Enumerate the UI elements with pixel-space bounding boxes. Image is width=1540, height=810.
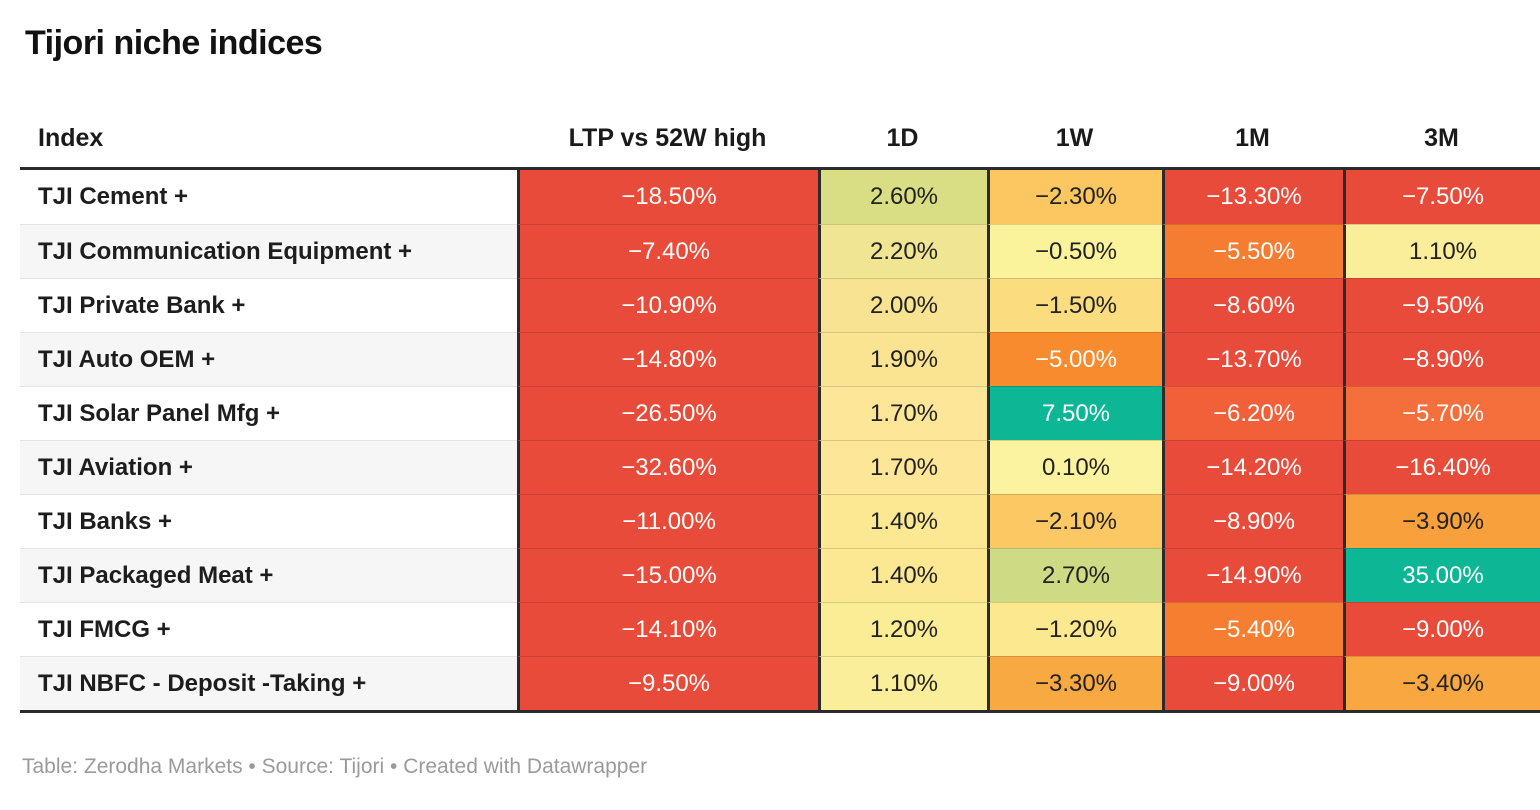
index-name: TJI Solar Panel Mfg + [20,386,517,440]
value-cell: −5.50% [1162,224,1343,278]
value-cell: −9.50% [517,656,818,710]
value-cell: −8.60% [1162,278,1343,332]
value-cell: −18.50% [517,170,818,224]
index-name: TJI Communication Equipment + [20,224,517,278]
index-name: TJI Packaged Meat + [20,548,517,602]
value-cell: −2.10% [987,494,1162,548]
value-cell: 1.40% [818,548,987,602]
value-cell: −5.70% [1343,386,1540,440]
index-name: TJI Aviation + [20,440,517,494]
table-row: TJI Aviation + −32.60% 1.70% 0.10% −14.20% −1… [20,440,1540,494]
value-cell: −3.30% [987,656,1162,710]
value-cell: −16.40% [1343,440,1540,494]
value-cell: 2.20% [818,224,987,278]
attribution-line: Table: Zerodha Markets • Source: Tijori … [22,755,648,778]
value-cell: −1.50% [987,278,1162,332]
value-cell: −3.40% [1343,656,1540,710]
value-cell: −14.80% [517,332,818,386]
value-cell: −26.50% [517,386,818,440]
value-cell: 1.10% [818,656,987,710]
value-cell: −0.50% [987,224,1162,278]
value-cell: −10.90% [517,278,818,332]
value-cell: −7.40% [517,224,818,278]
page-title: Tijori niche indices [25,24,323,62]
table-row: TJI Packaged Meat + −15.00% 1.40% 2.70% −14.… [20,548,1540,602]
value-cell: −14.20% [1162,440,1343,494]
value-cell: 1.20% [818,602,987,656]
column-header-ltp-vs-52w-high: LTP vs 52W high [568,123,767,152]
value-cell: −6.20% [1162,386,1343,440]
value-cell: −8.90% [1162,494,1343,548]
column-header-3m: 3M [1424,123,1459,152]
column-header-1d: 1D [886,123,919,152]
value-cell: −8.90% [1343,332,1540,386]
index-name: TJI FMCG + [20,602,517,656]
index-name: TJI Cement + [20,170,517,224]
value-cell: −9.50% [1343,278,1540,332]
table-row: TJI Banks + −11.00% 1.40% −2.10% −8.90% −3.90… [20,494,1540,548]
value-cell: −7.50% [1343,170,1540,224]
index-name: TJI NBFC - Deposit -Taking + [20,656,517,710]
value-cell: −2.30% [987,170,1162,224]
table-header-row: Index LTP vs 52W high 1D 1W 1M 3M [20,109,1540,167]
index-name: TJI Banks + [20,494,517,548]
value-cell: −5.00% [987,332,1162,386]
value-cell: −1.20% [987,602,1162,656]
value-cell: −9.00% [1343,602,1540,656]
value-cell: −5.40% [1162,602,1343,656]
column-header-1w: 1W [1055,123,1094,152]
value-cell: −13.70% [1162,332,1343,386]
index-name: TJI Private Bank + [20,278,517,332]
table-body: TJI Cement + −18.50% 2.60% −2.30% −13.30% −7.… [20,167,1540,713]
table-row: TJI Solar Panel Mfg + −26.50% 1.70% 7.50% −6… [20,386,1540,440]
value-cell: −15.00% [517,548,818,602]
index-name: TJI Auto OEM + [20,332,517,386]
value-cell: 1.10% [1343,224,1540,278]
value-cell: 2.00% [818,278,987,332]
table-row: TJI Communication Equipment + −7.40% 2.20%… [20,224,1540,278]
table-row: TJI NBFC - Deposit -Taking + −9.50% 1.10% −… [20,656,1540,710]
value-cell: −14.10% [517,602,818,656]
indices-table: Index LTP vs 52W high 1D 1W 1M 3M TJI Ce… [20,109,1540,713]
table-row: TJI Private Bank + −10.90% 2.00% −1.50% −8.6… [20,278,1540,332]
column-header-1m: 1M [1235,123,1270,152]
value-cell: −3.90% [1343,494,1540,548]
value-cell: 0.10% [987,440,1162,494]
value-cell: −13.30% [1162,170,1343,224]
value-cell: 2.60% [818,170,987,224]
value-cell: 1.40% [818,494,987,548]
value-cell: 1.70% [818,386,987,440]
table-row: TJI Cement + −18.50% 2.60% −2.30% −13.30% −7.… [20,170,1540,224]
table-row: TJI Auto OEM + −14.80% 1.90% −5.00% −13.70% −… [20,332,1540,386]
value-cell: −32.60% [517,440,818,494]
value-cell: 7.50% [987,386,1162,440]
value-cell: −14.90% [1162,548,1343,602]
column-header-index: Index [38,123,104,152]
value-cell: 35.00% [1343,548,1540,602]
table-row: TJI FMCG + −14.10% 1.20% −1.20% −5.40% −9.00% [20,602,1540,656]
value-cell: −9.00% [1162,656,1343,710]
value-cell: −11.00% [517,494,818,548]
value-cell: 1.70% [818,440,987,494]
datawrapper-table-page: Tijori niche indices Index LTP vs 52W hi… [20,24,1540,778]
value-cell: 1.90% [818,332,987,386]
value-cell: 2.70% [987,548,1162,602]
